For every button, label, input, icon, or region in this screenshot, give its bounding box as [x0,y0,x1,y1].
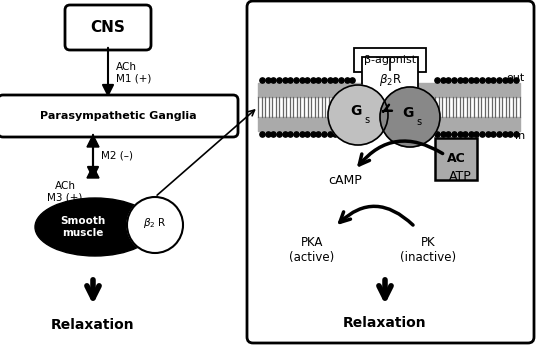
FancyBboxPatch shape [65,5,151,50]
Circle shape [127,197,183,253]
Text: β-agonist: β-agonist [364,55,416,65]
Text: Parasympathetic Ganglia: Parasympathetic Ganglia [40,111,196,121]
Text: Smooth
muscle: Smooth muscle [61,216,106,238]
Circle shape [380,87,440,147]
Text: s: s [416,117,421,127]
Text: AC: AC [446,152,465,166]
Text: in: in [515,131,525,141]
Text: PK
(inactive): PK (inactive) [400,236,456,264]
FancyBboxPatch shape [0,95,238,137]
Text: out: out [507,73,525,83]
Text: M2 (–): M2 (–) [101,150,133,160]
Text: G: G [351,104,362,118]
Text: $\beta_2$ R: $\beta_2$ R [143,216,167,230]
FancyBboxPatch shape [354,48,426,72]
FancyBboxPatch shape [362,57,418,109]
Text: PKA
(active): PKA (active) [289,236,334,264]
FancyBboxPatch shape [247,1,534,343]
Text: Relaxation: Relaxation [343,316,427,330]
Ellipse shape [35,198,155,256]
Text: ACh
M3 (+): ACh M3 (+) [47,181,83,203]
Text: s: s [364,115,369,125]
Polygon shape [87,135,99,147]
FancyBboxPatch shape [435,138,477,180]
Text: ACh
M1 (+): ACh M1 (+) [116,62,151,84]
Text: Relaxation: Relaxation [51,318,135,332]
Circle shape [328,85,388,145]
Polygon shape [87,166,99,178]
Text: ATP: ATP [449,170,471,184]
Text: $\beta_2$R: $\beta_2$R [378,72,401,88]
Text: cAMP: cAMP [328,174,362,187]
Text: CNS: CNS [91,20,125,36]
Text: G: G [403,106,414,120]
